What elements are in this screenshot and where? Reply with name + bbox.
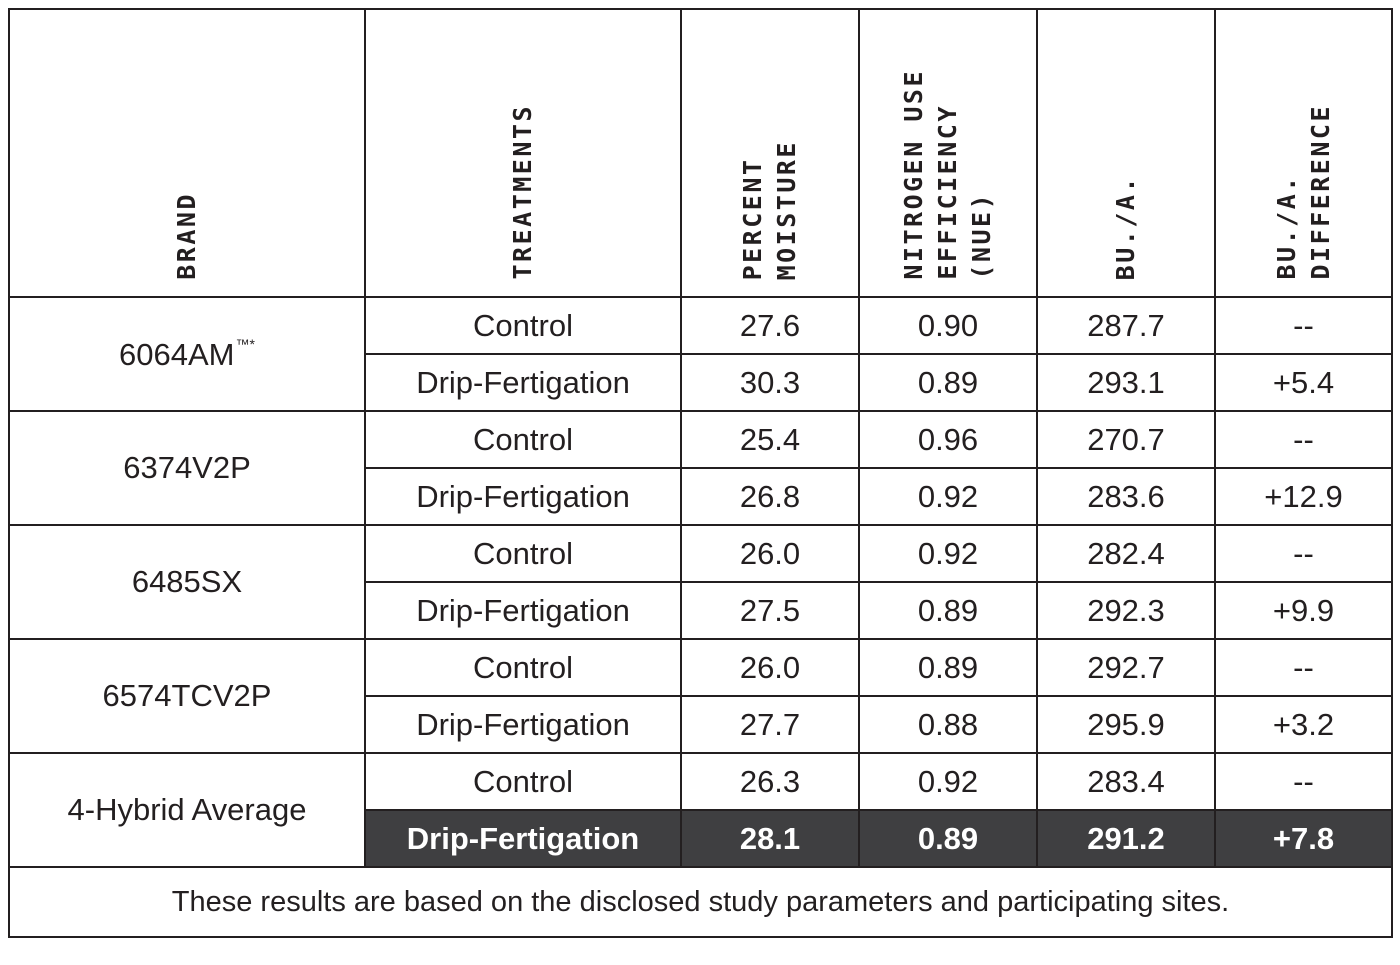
brand-cell: 4-Hybrid Average (8, 752, 366, 868)
results-table: BRAND TREATMENTS PERCENT MOISTURE NITROG… (8, 8, 1393, 938)
diff-cell: +5.4 (1214, 353, 1393, 412)
table-row: 6374V2P Control 25.4 0.96 270.7 -- (8, 410, 1393, 526)
bua-cell: 293.1 (1036, 353, 1216, 412)
header-bua-text: BU./A. (1109, 175, 1143, 280)
header-line: BU./A. (1271, 174, 1301, 280)
treatment-cell: Drip-Fertigation (364, 353, 682, 412)
brand-name: 6374V2P (123, 450, 251, 485)
table-row: Drip-Fertigation 26.8 0.92 283.6 +12.9 (9, 467, 1393, 526)
brand-cell: 6574TCV2P (8, 638, 366, 754)
brand-name: 6485SX (131, 564, 243, 599)
header-moisture-text: PERCENT MOISTURE (736, 140, 804, 280)
moisture-cell: 26.8 (680, 467, 860, 526)
brand-name: 4-Hybrid Average (67, 792, 307, 827)
brand-name: 6574TCV2P (102, 678, 272, 713)
diff-cell: -- (1214, 410, 1393, 469)
header-difference-text: BU./A. DIFFERENCE (1270, 104, 1338, 280)
table-row: Drip-Fertigation 27.7 0.88 295.9 +3.2 (9, 695, 1393, 754)
bua-cell: 287.7 (1036, 296, 1216, 355)
nue-cell: 0.92 (858, 467, 1038, 526)
header-line: PERCENT (738, 157, 767, 280)
moisture-cell: 26.0 (680, 638, 860, 697)
table-row: Drip-Fertigation 30.3 0.89 293.1 +5.4 (9, 353, 1393, 412)
diff-cell: +12.9 (1214, 467, 1393, 526)
bua-cell: 270.7 (1036, 410, 1216, 469)
header-line: BRAND (172, 192, 201, 280)
diff-cell: +3.2 (1214, 695, 1393, 754)
nue-cell: 0.88 (858, 695, 1038, 754)
diff-cell: -- (1214, 524, 1393, 583)
moisture-cell: 28.1 (680, 809, 860, 868)
nue-cell: 0.90 (858, 296, 1038, 355)
brand-cell: 6485SX (8, 524, 366, 640)
nue-cell: 0.96 (858, 410, 1038, 469)
nue-cell: 0.89 (858, 353, 1038, 412)
moisture-cell: 25.4 (680, 410, 860, 469)
diff-cell: -- (1214, 752, 1393, 811)
header-nue-text: NITROGEN USE EFFICIENCY (NUE) (897, 69, 999, 280)
treatment-cell: Drip-Fertigation (364, 809, 682, 868)
treatment-cell: Control (364, 296, 682, 355)
table-row: 6064AM™* Control 27.6 0.90 287.7 -- (8, 296, 1393, 412)
nue-cell: 0.89 (858, 581, 1038, 640)
bua-cell: 282.4 (1036, 524, 1216, 583)
bua-cell: 292.3 (1036, 581, 1216, 640)
brand-cell: 6064AM™* (8, 296, 366, 412)
header-row: BRAND TREATMENTS PERCENT MOISTURE NITROG… (8, 8, 1393, 298)
treatment-cell: Drip-Fertigation (364, 467, 682, 526)
header-brand: BRAND (8, 8, 366, 298)
bua-cell: 283.6 (1036, 467, 1216, 526)
bua-cell: 292.7 (1036, 638, 1216, 697)
header-treatments-text: TREATMENTS (506, 104, 540, 280)
nue-cell: 0.92 (858, 524, 1038, 583)
treatment-cell: Control (364, 524, 682, 583)
brand-cell: 6374V2P (8, 410, 366, 526)
header-line: BU./A. (1111, 174, 1140, 280)
header-moisture: PERCENT MOISTURE (680, 8, 860, 298)
treatment-cell: Drip-Fertigation (364, 695, 682, 754)
trademark-mark: ™* (235, 335, 255, 352)
header-bua: BU./A. (1036, 8, 1216, 298)
diff-cell: +7.8 (1214, 809, 1393, 868)
diff-cell: -- (1214, 638, 1393, 697)
brand-name: 6064AM (119, 336, 235, 372)
treatment-cell: Control (364, 410, 682, 469)
bua-cell: 283.4 (1036, 752, 1216, 811)
moisture-cell: 26.3 (680, 752, 860, 811)
table-row: Drip-Fertigation 27.5 0.89 292.3 +9.9 (9, 581, 1393, 640)
table-row: 6485SX Control 26.0 0.92 282.4 -- (8, 524, 1393, 640)
moisture-cell: 27.7 (680, 695, 860, 754)
header-line: TREATMENTS (508, 104, 537, 280)
header-nue: NITROGEN USE EFFICIENCY (NUE) (858, 8, 1038, 298)
nue-cell: 0.89 (858, 638, 1038, 697)
nue-cell: 0.89 (858, 809, 1038, 868)
treatment-cell: Control (364, 752, 682, 811)
footnote: These results are based on the disclosed… (8, 866, 1393, 938)
header-line: EFFICIENCY (933, 104, 962, 280)
header-line: DIFFERENCE (1305, 104, 1335, 280)
bua-cell: 291.2 (1036, 809, 1216, 868)
table-body: 6064AM™* Control 27.6 0.90 287.7 -- Drip-Ferti… (8, 296, 1393, 868)
moisture-cell: 30.3 (680, 353, 860, 412)
bua-cell: 295.9 (1036, 695, 1216, 754)
moisture-cell: 27.6 (680, 296, 860, 355)
treatment-cell: Drip-Fertigation (364, 581, 682, 640)
header-line: NITROGEN USE (899, 69, 928, 280)
header-line: (NUE) (967, 192, 996, 280)
nue-cell: 0.92 (858, 752, 1038, 811)
header-difference: BU./A. DIFFERENCE (1214, 8, 1393, 298)
table-row: 6574TCV2P Control 26.0 0.89 292.7 -- (8, 638, 1393, 754)
diff-cell: -- (1214, 296, 1393, 355)
table-row: Drip-Fertigation 28.1 0.89 291.2 +7.8 (9, 809, 1393, 868)
table-row: 4-Hybrid Average Control 26.3 0.92 283.4 -- (8, 752, 1393, 868)
moisture-cell: 26.0 (680, 524, 860, 583)
header-treatments: TREATMENTS (364, 8, 682, 298)
moisture-cell: 27.5 (680, 581, 860, 640)
header-brand-text: BRAND (170, 192, 204, 280)
header-line: MOISTURE (772, 139, 801, 280)
treatment-cell: Control (364, 638, 682, 697)
diff-cell: +9.9 (1214, 581, 1393, 640)
footnote-row: These results are based on the disclosed… (8, 866, 1393, 938)
